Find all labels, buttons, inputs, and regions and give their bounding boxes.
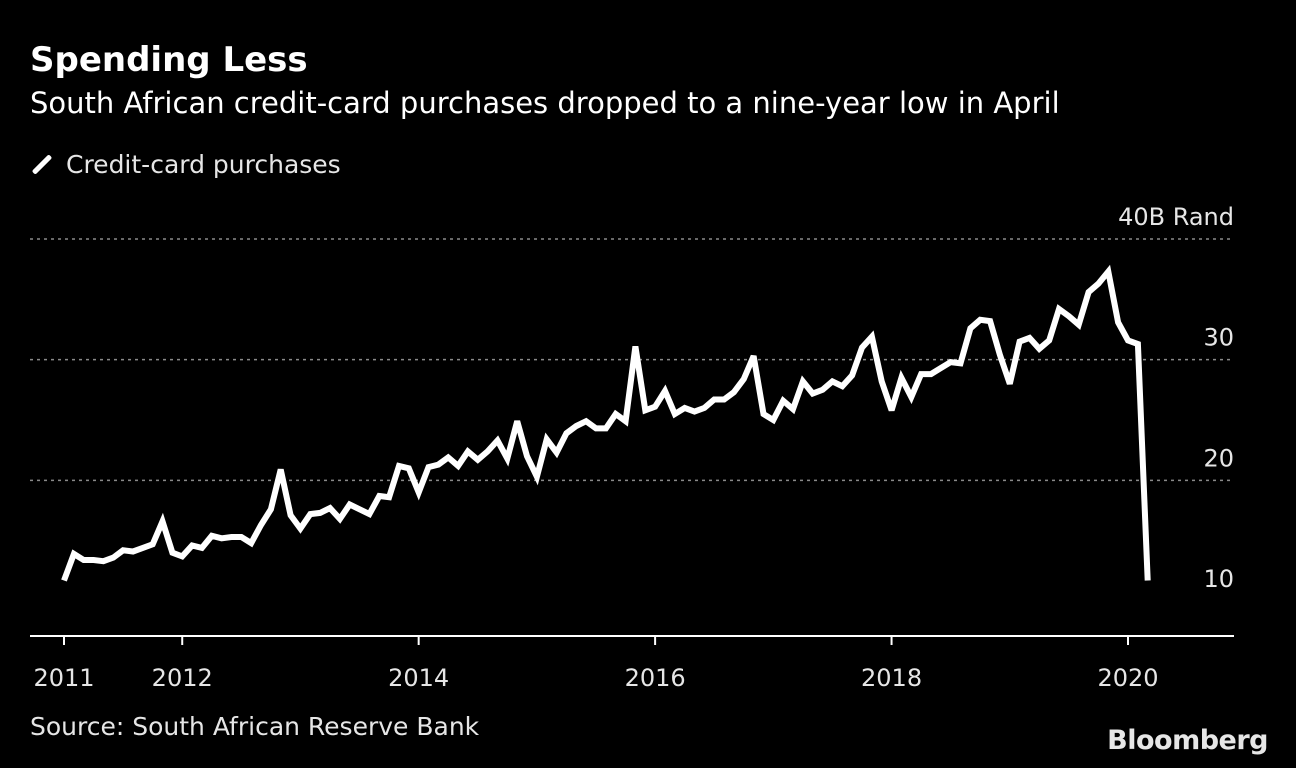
- series-line-credit-card-purchases: [61, 264, 1151, 582]
- x-tick-label-2012: 2012: [152, 664, 213, 692]
- chart-title: Spending Less: [30, 40, 308, 80]
- bloomberg-logo: Bloomberg: [1107, 725, 1268, 756]
- x-tick-label-2018: 2018: [861, 664, 922, 692]
- y-tick-label-30: 30: [1203, 324, 1234, 352]
- chart-subtitle: South African credit-card purchases drop…: [30, 86, 1060, 120]
- legend: Credit-card purchases: [30, 150, 341, 179]
- x-tick-label-2011: 2011: [33, 664, 94, 692]
- y-tick-label-10: 10: [1203, 565, 1234, 593]
- x-tick-label-2020: 2020: [1097, 664, 1158, 692]
- legend-label: Credit-card purchases: [66, 150, 341, 179]
- x-tick-label-2016: 2016: [625, 664, 686, 692]
- x-tick-label-2014: 2014: [388, 664, 449, 692]
- y-tick-label-40: 40B Rand: [1118, 203, 1234, 231]
- source-note: Source: South African Reserve Bank: [30, 712, 480, 741]
- y-tick-label-20: 20: [1203, 444, 1234, 472]
